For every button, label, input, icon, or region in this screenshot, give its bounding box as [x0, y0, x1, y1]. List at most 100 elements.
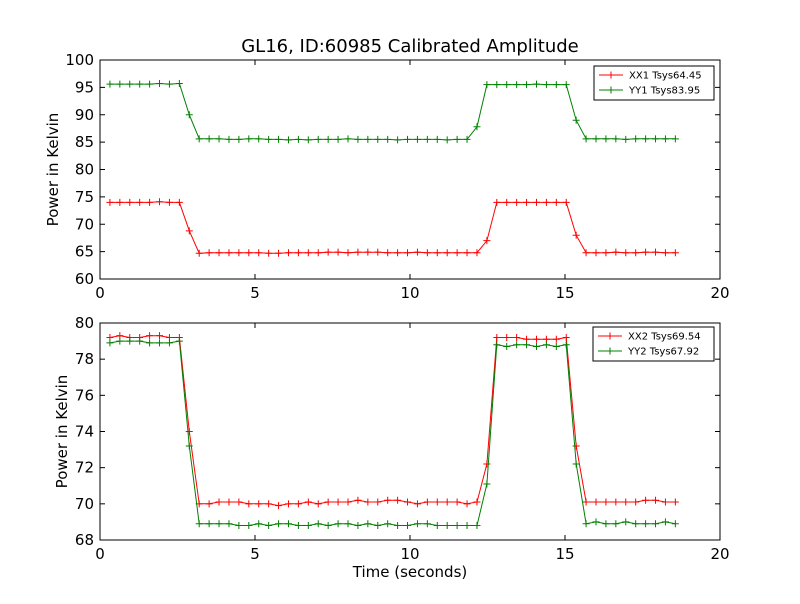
chart2-data-point [423, 498, 431, 506]
chart1-data-point [146, 198, 154, 206]
chart2-data-point [483, 480, 491, 488]
chart2-data-point [156, 339, 164, 347]
chart1-data-point [582, 135, 590, 143]
chart1-data-point [443, 249, 451, 257]
chart1-data-point [423, 249, 431, 257]
chart2-data-point [384, 520, 392, 528]
chart1-data-point [652, 248, 660, 256]
chart1-data-point [612, 248, 620, 256]
chart1-x-tick-label: 15 [555, 284, 574, 302]
chart1-data-point [493, 81, 501, 89]
chart2-data-point [562, 333, 570, 341]
chart1-data-point [344, 135, 352, 143]
chart1-data-point [413, 135, 421, 143]
chart2-data-point [483, 460, 491, 468]
chart1-data-point [364, 248, 372, 256]
chart2-data-point [304, 522, 312, 530]
chart2-data-point [661, 518, 669, 526]
chart1-data-point [572, 116, 580, 124]
chart2-data-point [314, 520, 322, 528]
chart1-data-point [503, 198, 511, 206]
chart1-data-point [175, 80, 183, 88]
chart2-y-tick-label: 74 [75, 423, 94, 441]
chart2-data-point [562, 341, 570, 349]
chart1-data-point [265, 135, 273, 143]
chart1-data-point [344, 249, 352, 257]
chart2-data-point [215, 520, 223, 528]
chart2-data-point [592, 498, 600, 506]
chart2-series-line-2 [109, 340, 676, 527]
chart2-data-point [493, 333, 501, 341]
chart1-data-point [354, 135, 362, 143]
chart1-data-point [612, 135, 620, 143]
chart1-data-point [374, 135, 382, 143]
chart2-data-point [275, 520, 283, 528]
chart2-data-point [652, 520, 660, 528]
chart1-data-point [652, 135, 660, 143]
chart2-y-axis-label: Power in Kelvin [53, 375, 71, 489]
chart2-x-tick-label: 0 [95, 545, 105, 563]
chart1-data-point [294, 135, 302, 143]
chart1-data-point [572, 231, 580, 239]
chart2-y-tick-label: 70 [75, 495, 94, 513]
chart1-y-tick-label: 95 [75, 78, 94, 96]
chart1-data-point [314, 135, 322, 143]
chart1-data-point [453, 135, 461, 143]
chart2-data-point [542, 341, 550, 349]
chart1-y-tick-label: 65 [75, 243, 94, 261]
chart2-x-tick-label: 15 [555, 545, 574, 563]
chart1-data-point [433, 135, 441, 143]
chart2-data-point [255, 520, 263, 528]
chart1-data-point [671, 135, 679, 143]
chart1-y-tick-label: 85 [75, 133, 94, 151]
chart1-data-point [116, 80, 124, 88]
chart2-data-point [423, 520, 431, 528]
chart1-data-point [513, 198, 521, 206]
chart2-data-point [146, 332, 154, 340]
chart2-data-point [314, 500, 322, 508]
chart1-data-point [304, 249, 312, 257]
chart1-data-point [136, 198, 144, 206]
chart2-data-point [671, 520, 679, 528]
chart2-data-point [126, 337, 134, 345]
chart1-data-point [394, 249, 402, 257]
chart1-data-point [235, 249, 243, 257]
chart2-data-point [394, 522, 402, 530]
chart1-x-tick-label: 5 [250, 284, 260, 302]
chart1-data-point [245, 249, 253, 257]
chart2-legend-marker [606, 347, 614, 355]
chart2-y-tick-label: 76 [75, 386, 94, 404]
chart2-data-point [652, 496, 660, 504]
chart2-data-point [493, 341, 501, 349]
chart1-data-point [473, 123, 481, 131]
chart2-data-point [334, 498, 342, 506]
chart1-y-tick-label: 80 [75, 161, 94, 179]
chart2-data-point [592, 518, 600, 526]
chart1-data-point [582, 249, 590, 257]
chart2-data-point [215, 498, 223, 506]
chart1-data-point [503, 81, 511, 89]
chart2-data-point [146, 339, 154, 347]
chart1-data-point [324, 248, 332, 256]
chart2-data-point [433, 522, 441, 530]
chart1-x-tick-label: 20 [710, 284, 729, 302]
chart1-data-point [622, 135, 630, 143]
chart2-data-point [106, 339, 114, 347]
chart2-data-point [334, 520, 342, 528]
chart2-data-point [136, 337, 144, 345]
chart1-data-point [235, 135, 243, 143]
chart2-data-point [116, 337, 124, 345]
chart1-data-point [423, 135, 431, 143]
chart1-data-point [552, 198, 560, 206]
chart2-data-point [661, 498, 669, 506]
chart2-data-point [344, 520, 352, 528]
chart2-data-point [642, 520, 650, 528]
chart1-data-point [255, 135, 263, 143]
chart2-data-point [275, 502, 283, 510]
chart2-data-point [612, 498, 620, 506]
chart2-x-tick-label: 20 [710, 545, 729, 563]
chart1-data-point [532, 198, 540, 206]
chart1-data-point [334, 135, 342, 143]
chart2-data-point [324, 498, 332, 506]
chart2-x-tick-label: 10 [400, 545, 419, 563]
